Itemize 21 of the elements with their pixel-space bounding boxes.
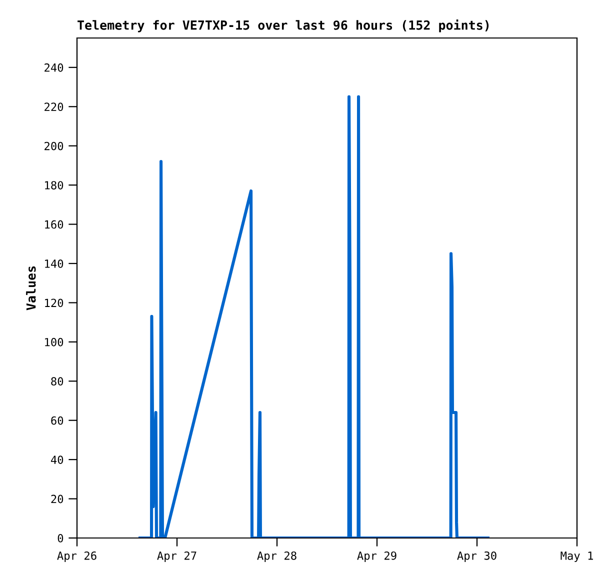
y-tick-label: 120: [45, 298, 64, 308]
y-tick-label: 60: [51, 416, 64, 425]
x-tick-label: Apr 28: [257, 551, 296, 562]
y-tick-label: 20: [51, 494, 64, 504]
y-tick-label: 0: [58, 534, 64, 542]
y-tick-label: 220: [44, 102, 64, 112]
x-tick-label: Apr 30: [457, 551, 496, 562]
y-tick-label: 80: [51, 377, 64, 386]
y-tick-label: 140: [45, 259, 64, 268]
chart-title: Telemetry for VE7TXP-15 over last 96 hours (152 points): [78, 20, 489, 32]
y-tick-label: 40: [50, 456, 64, 464]
x-tick-label: Apr 26: [57, 551, 96, 562]
y-tick-label: 240: [44, 63, 64, 72]
y-tick-label: 200: [44, 142, 64, 150]
y-tick-label: 160: [45, 220, 64, 229]
y-tick-label: 100: [45, 338, 64, 346]
x-tick-label: Apr 27: [157, 551, 196, 562]
x-tick-label: May 1: [560, 552, 593, 562]
y-axis-title: Values: [26, 266, 36, 310]
x-tick-label: Apr 29: [357, 551, 396, 562]
y-tick-label: 180: [45, 181, 64, 190]
